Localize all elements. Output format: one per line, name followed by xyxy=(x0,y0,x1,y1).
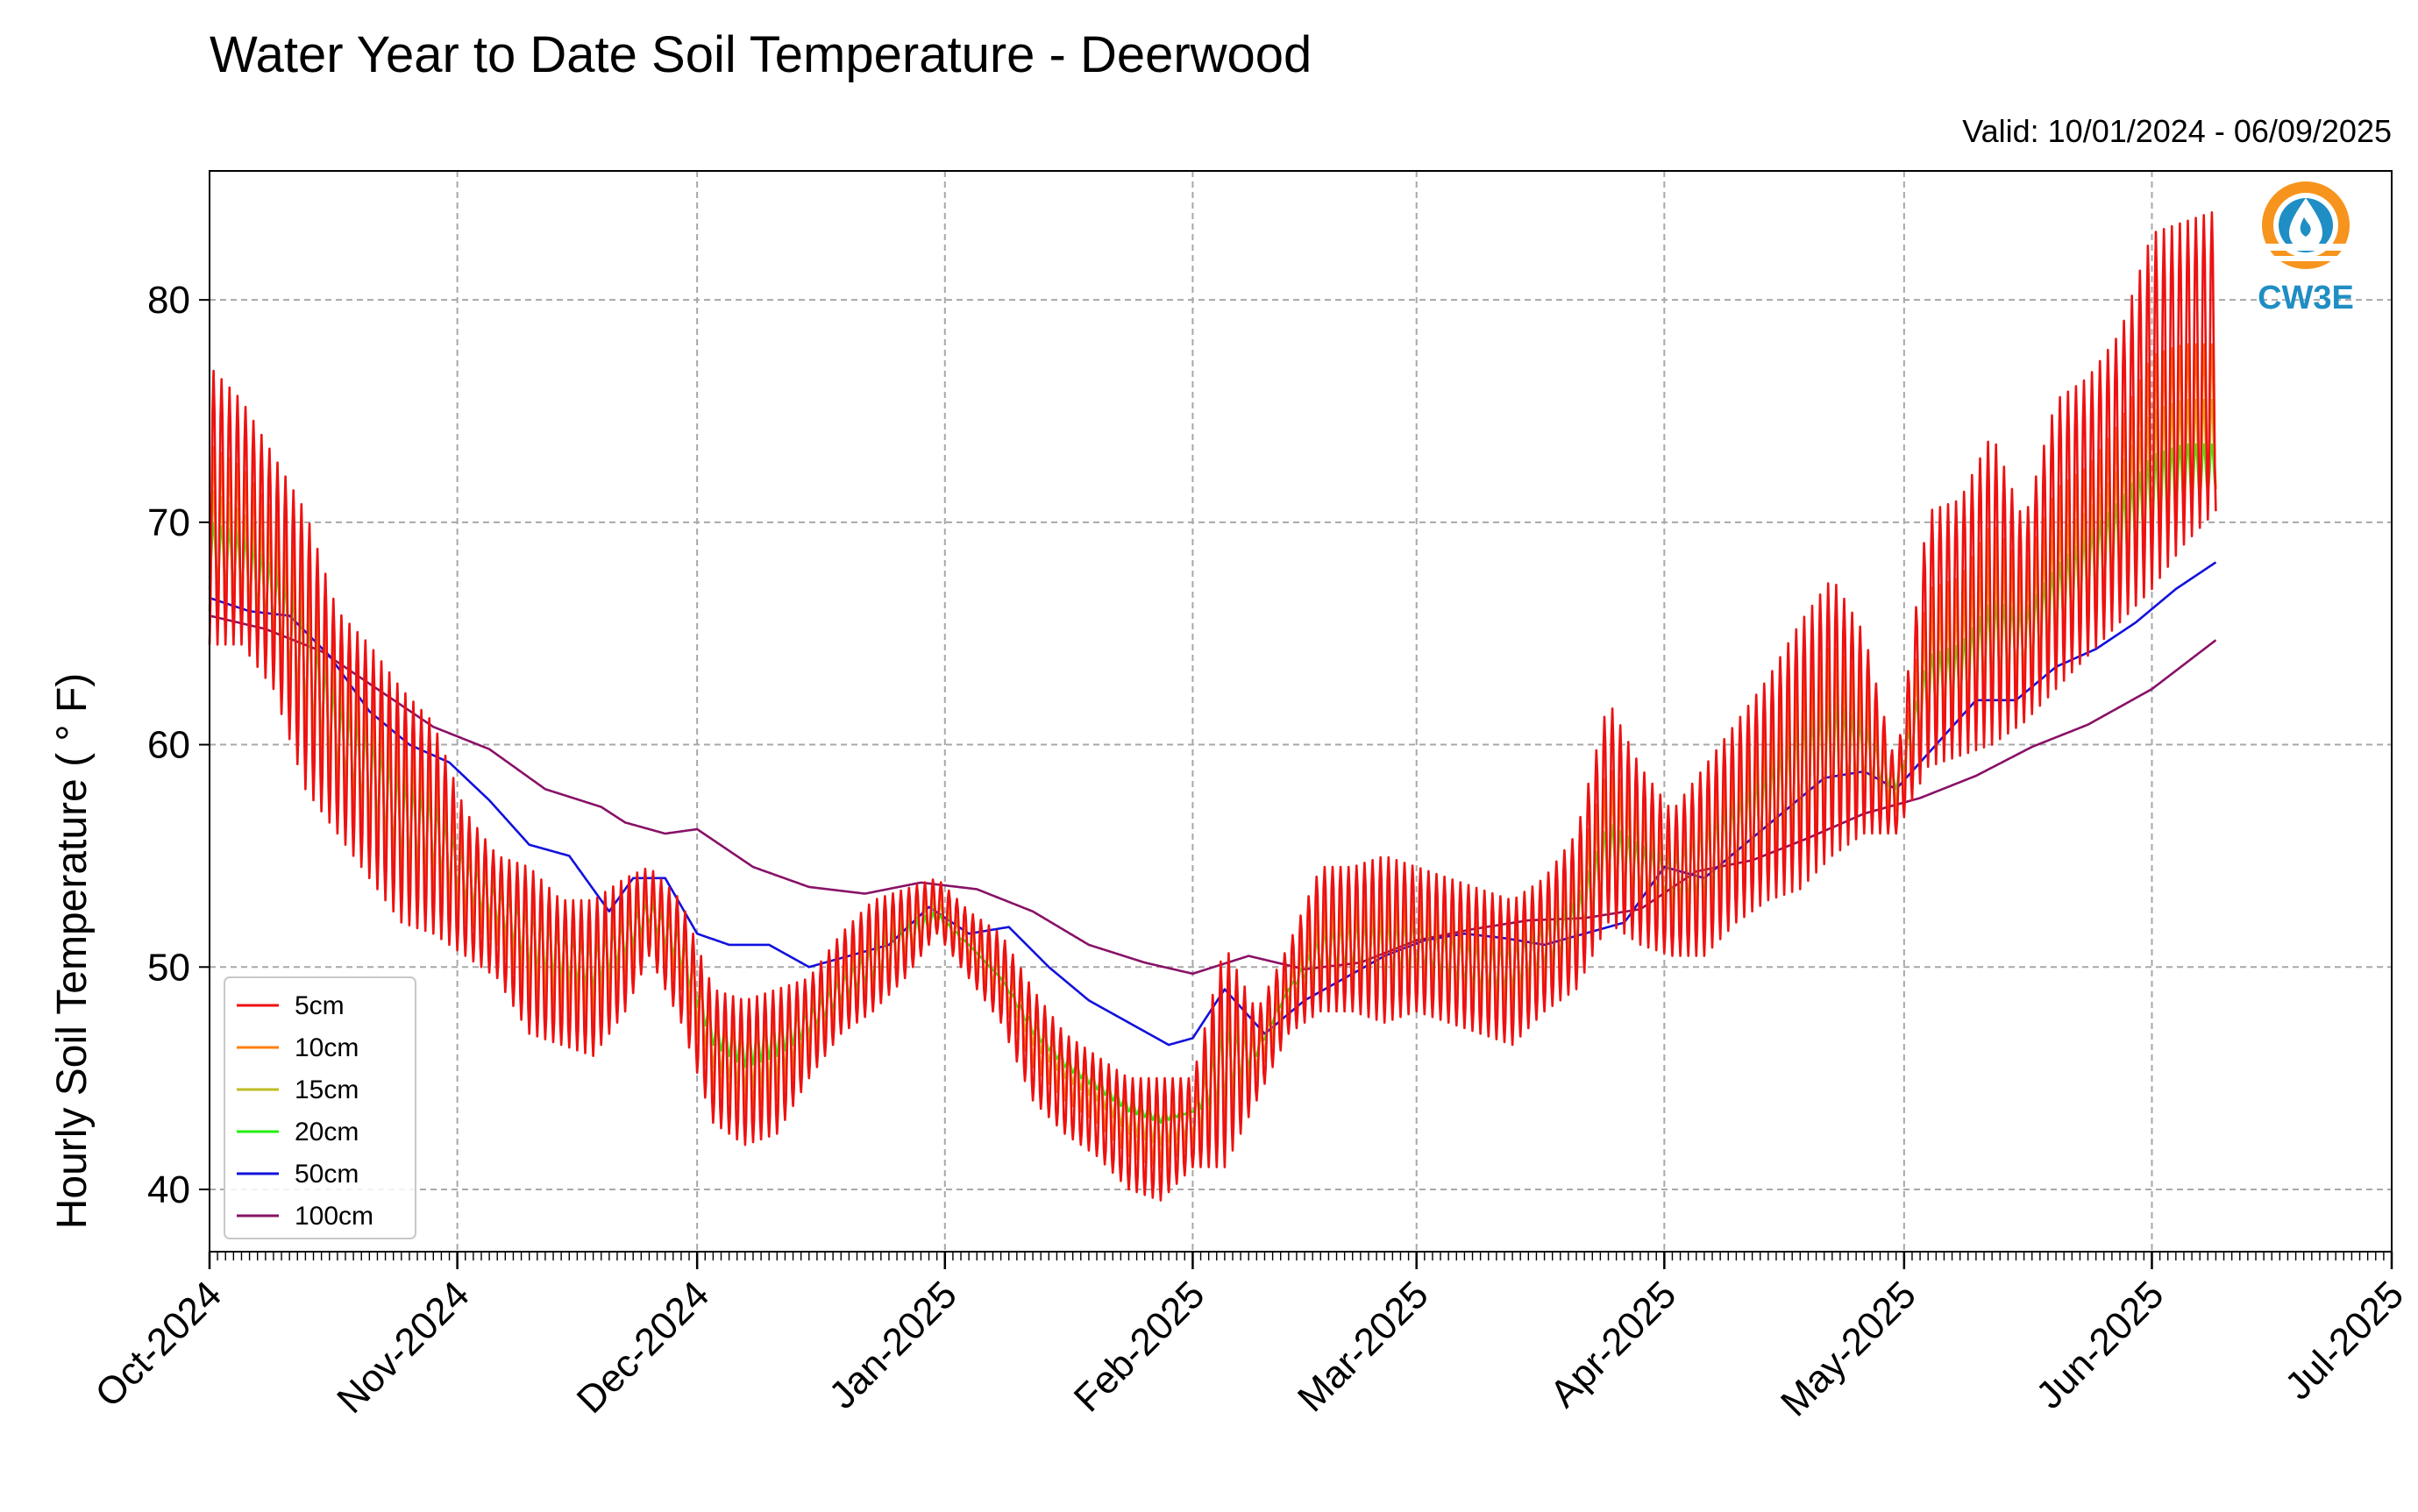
water-drop-icon xyxy=(2262,181,2350,269)
y-tick-label: 80 xyxy=(147,279,190,322)
cw3e-logo: CW3E xyxy=(2258,181,2354,316)
y-tick-label: 70 xyxy=(147,501,190,544)
legend-label-5cm: 5cm xyxy=(295,991,345,1020)
legend: 5cm 10cm 15cm 20cm 50cm 100cm xyxy=(224,976,416,1239)
legend-label-20cm: 20cm xyxy=(295,1118,359,1146)
y-tick-label: 50 xyxy=(147,946,190,989)
chart-subtitle: Valid: 10/01/2024 - 06/09/2025 xyxy=(1962,113,2392,149)
legend-label-15cm: 15cm xyxy=(295,1075,359,1104)
y-axis-label: Hourly Soil Temperature ( ° F) xyxy=(49,673,96,1230)
y-tick-label: 60 xyxy=(147,724,190,767)
series-line-5cm xyxy=(208,211,2217,1202)
series-lines xyxy=(208,211,2217,1202)
legend-label-100cm: 100cm xyxy=(295,1202,373,1231)
y-tick-label: 40 xyxy=(147,1168,190,1211)
legend-label-50cm: 50cm xyxy=(295,1160,359,1189)
x-minor-ticks xyxy=(209,1252,2393,1260)
plot-frame xyxy=(209,170,2393,1253)
logo-text: CW3E xyxy=(2258,280,2354,316)
chart-title: Water Year to Date Soil Temperature - De… xyxy=(210,26,1312,83)
legend-label-10cm: 10cm xyxy=(295,1033,359,1062)
